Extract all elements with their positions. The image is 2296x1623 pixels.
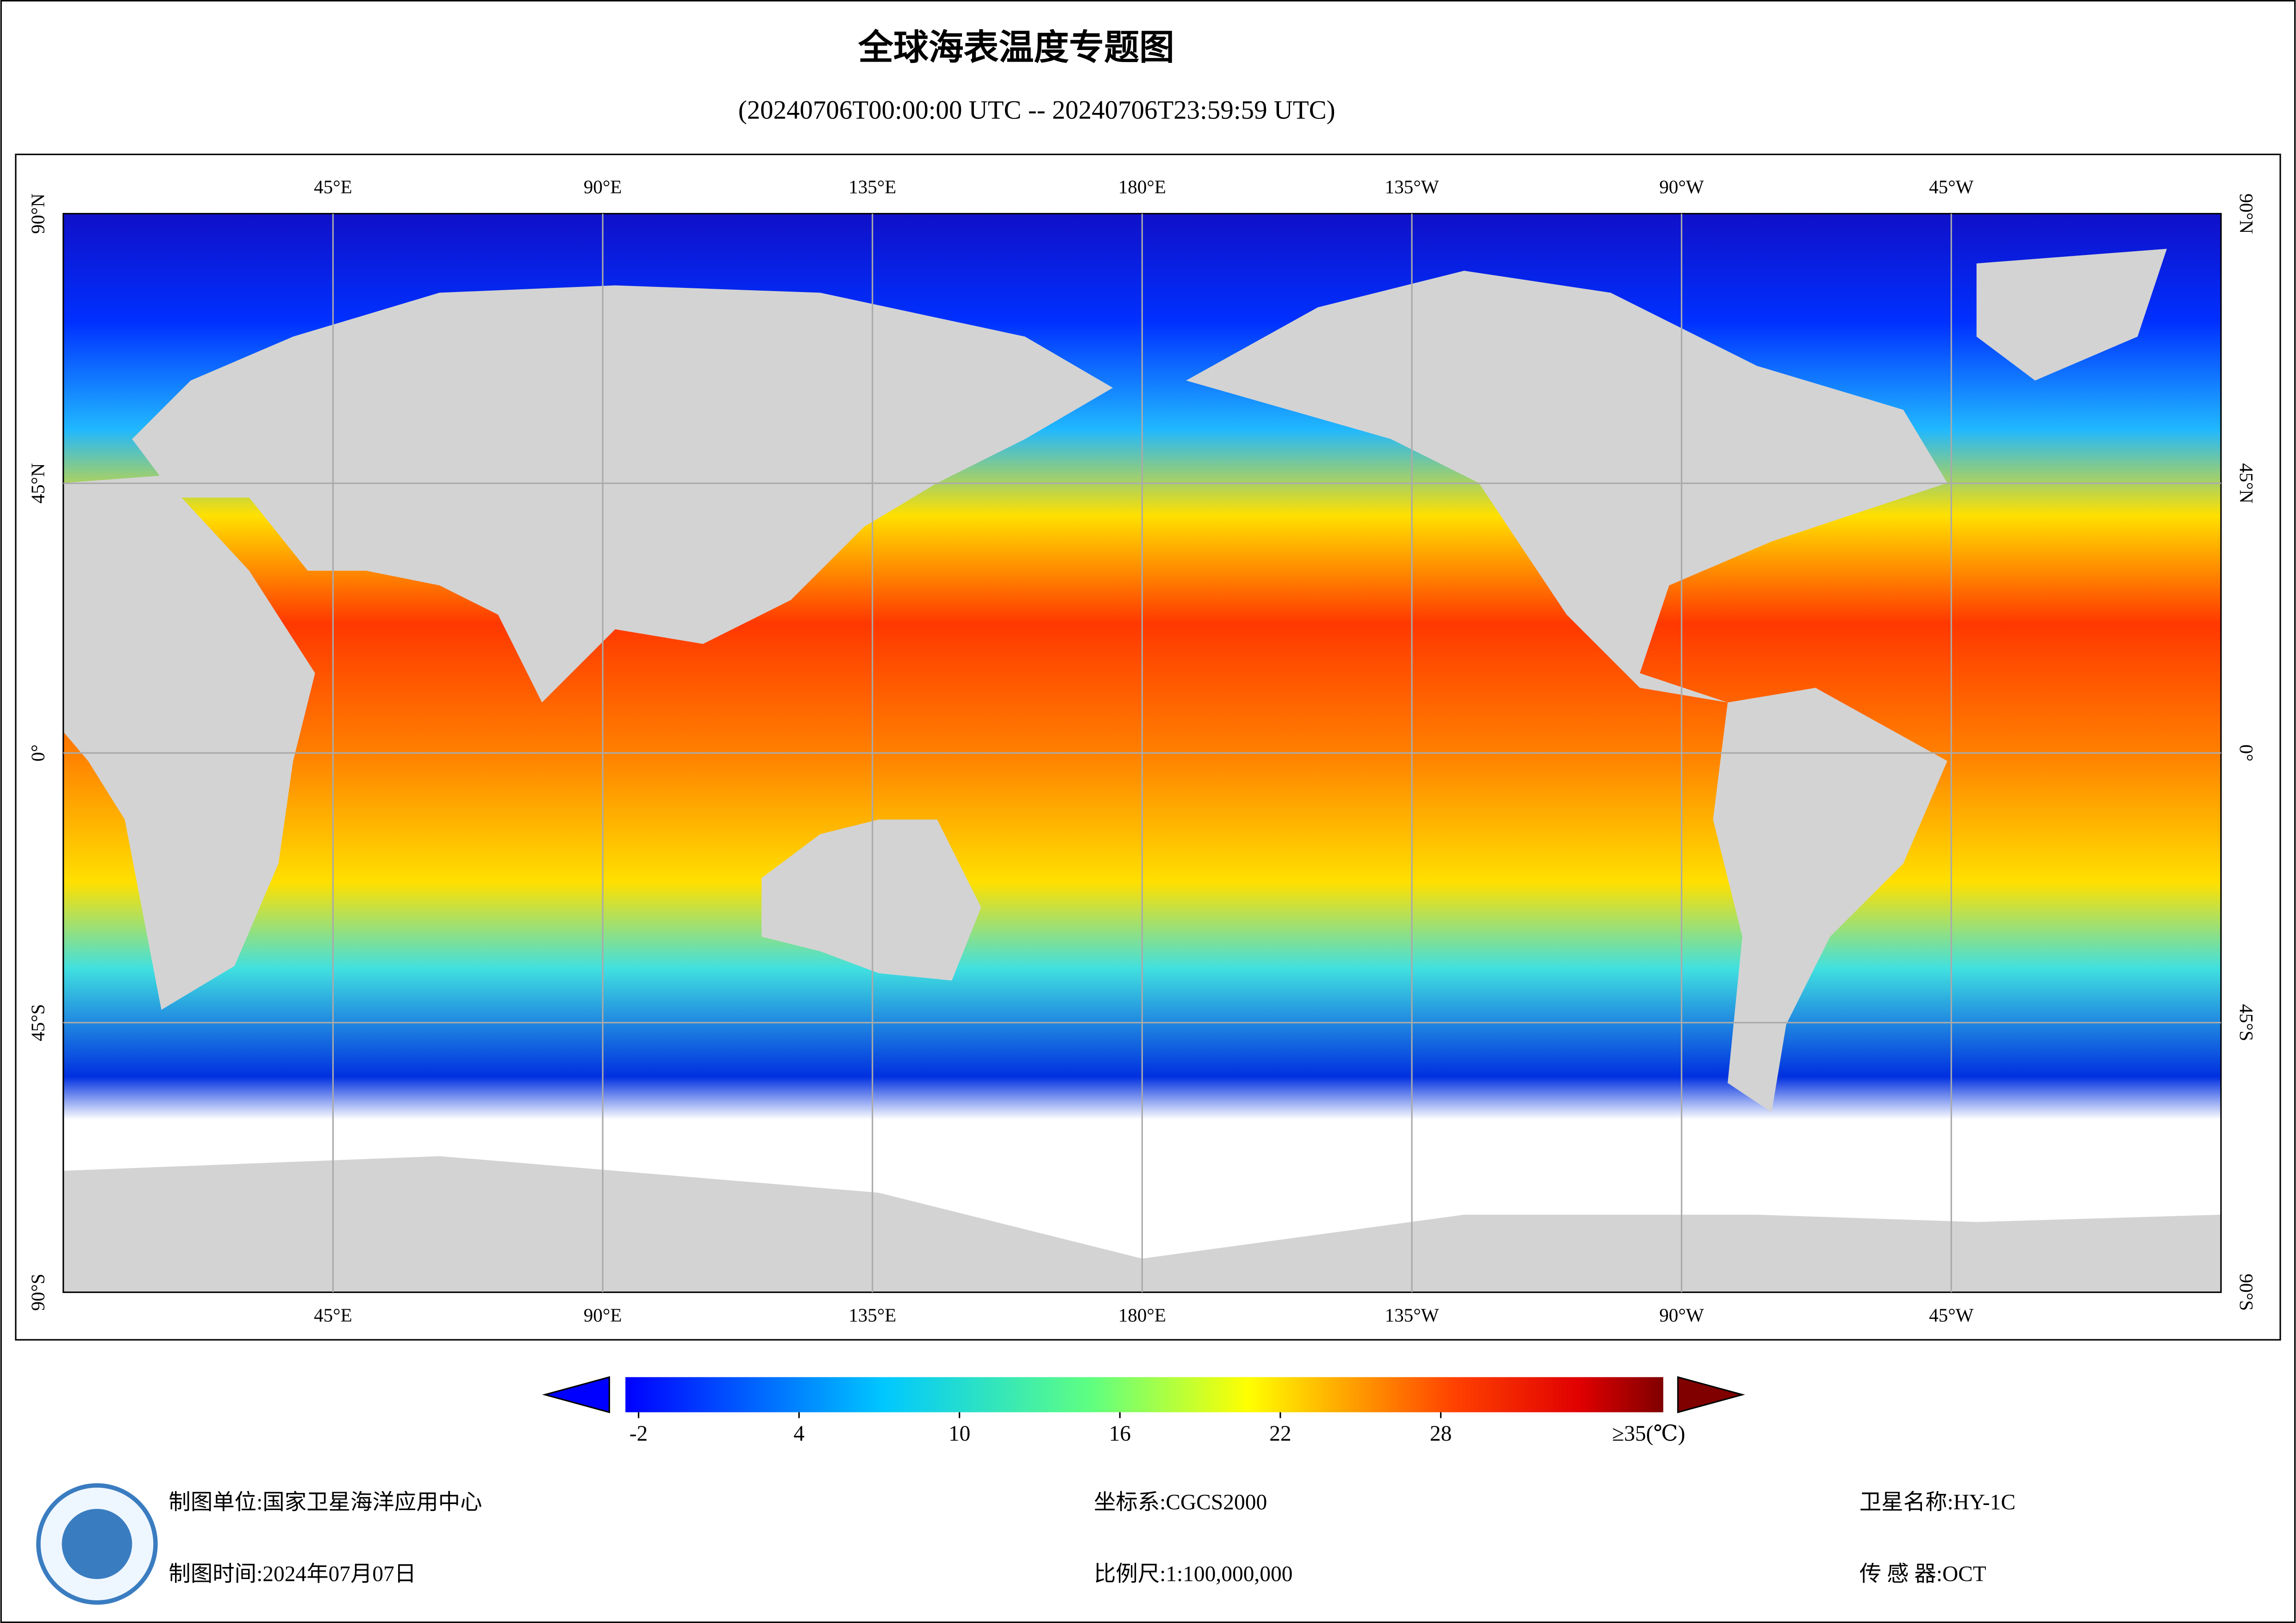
lon-label: 135°W	[1385, 176, 1439, 197]
footer-unit: 制图单位:国家卫星海洋应用中心	[168, 1491, 482, 1515]
lon-label: 45°W	[1929, 1305, 1974, 1326]
lat-label: 90°S	[27, 1274, 49, 1311]
lon-label: 135°W	[1385, 1305, 1439, 1326]
colorbar-min-arrow	[542, 1376, 610, 1413]
colorbar-tick-label: -2	[630, 1422, 648, 1446]
footer-scale: 比例尺:1:100,000,000	[1094, 1562, 1292, 1586]
lat-label: 45°N	[27, 463, 49, 504]
lon-label: 90°W	[1659, 1305, 1704, 1326]
lon-label: 90°W	[1659, 176, 1704, 197]
lon-label: 90°E	[584, 1305, 622, 1326]
land	[761, 819, 981, 981]
lon-label: 90°E	[584, 176, 622, 197]
lat-label: 45°N	[2236, 463, 2257, 504]
lat-label: 0°	[2236, 745, 2257, 762]
lon-label: 180°E	[1118, 176, 1166, 197]
land	[1976, 249, 2167, 381]
lat-label: 45°S	[27, 1004, 49, 1041]
title: 全球海表温度专题图	[858, 27, 1174, 68]
land	[1186, 271, 1947, 703]
subtitle: (20240706T00:00:00 UTC -- 20240706T23:59…	[738, 96, 1335, 125]
lon-label: 135°E	[849, 1305, 896, 1326]
footer-crs: 坐标系:CGCS2000	[1094, 1491, 1267, 1515]
land	[63, 475, 315, 1010]
colorbar-tick-label: 22	[1269, 1422, 1291, 1446]
footer-satellite: 卫星名称:HY-1C	[1859, 1491, 2015, 1515]
colorbar-max-arrow	[1677, 1376, 1745, 1413]
lon-label: 45°E	[314, 1305, 352, 1326]
lat-label: 90°N	[27, 193, 49, 234]
lat-label: 90°N	[2236, 193, 2257, 234]
lat-label: 90°S	[2236, 1274, 2257, 1311]
logo	[62, 1509, 132, 1579]
colorbar-tick-label: 16	[1109, 1422, 1131, 1446]
colorbar-tick-label: 10	[948, 1422, 970, 1446]
land	[1713, 688, 1947, 1113]
footer-sensor: 传 感 器:OCT	[1859, 1562, 1986, 1586]
lon-label: 135°E	[849, 176, 896, 197]
land	[132, 285, 1113, 703]
lon-label: 45°E	[314, 176, 352, 197]
colorbar-max-label: ≥35(℃)	[1612, 1422, 1685, 1446]
colorbar-tick-label: 28	[1430, 1422, 1452, 1446]
lon-label: 45°W	[1929, 176, 1974, 197]
lat-label: 45°S	[2236, 1004, 2257, 1041]
lon-label: 180°E	[1118, 1305, 1166, 1326]
lat-label: 0°	[27, 745, 49, 762]
colorbar	[625, 1377, 1664, 1412]
map-frame	[15, 154, 2281, 1341]
colorbar-tick-label: 4	[793, 1422, 805, 1446]
footer-date: 制图时间:2024年07月07日	[168, 1562, 416, 1586]
